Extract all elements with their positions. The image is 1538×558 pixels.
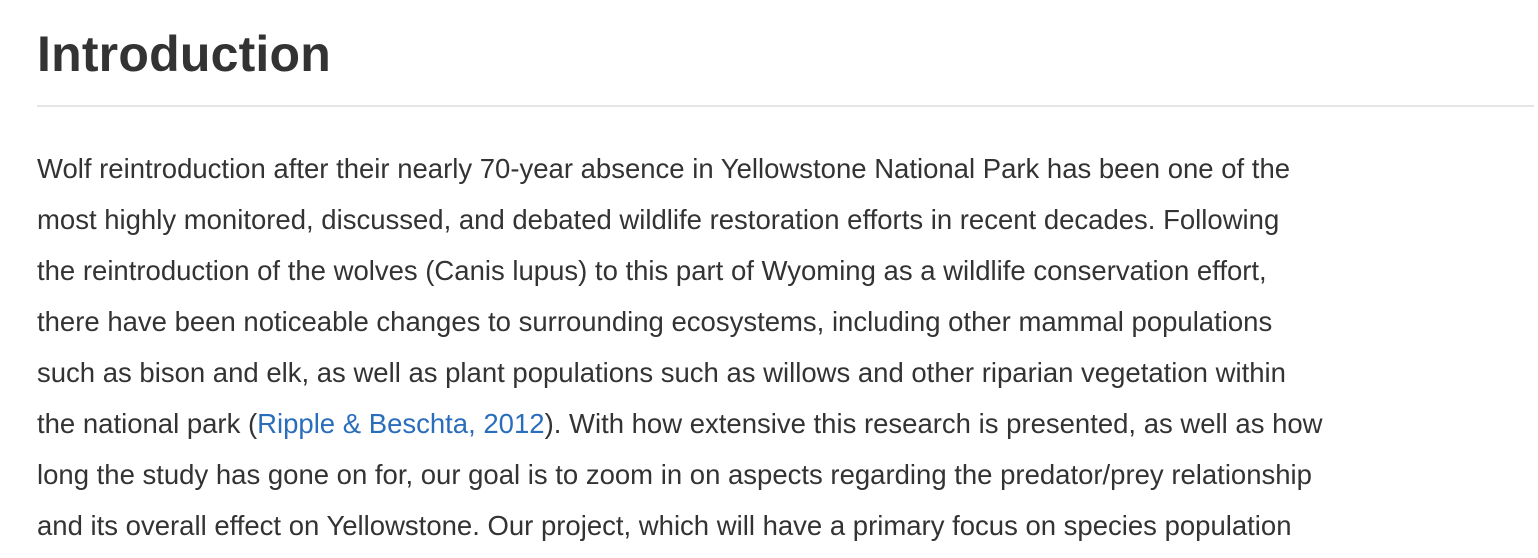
paragraph-text: ). With how extensive this research is p… [544, 408, 1323, 439]
intro-paragraph: Wolf reintroduction after their nearly 7… [37, 143, 1529, 551]
paragraph-line: such as bison and elk, as well as plant … [37, 357, 1286, 388]
citation-link[interactable]: Ripple & Beschta, 2012 [257, 408, 545, 439]
paragraph-line: and its overall effect on Yellowstone. O… [37, 510, 1292, 541]
paragraph-line-with-citation: the national park (Ripple & Beschta, 201… [37, 398, 1529, 449]
section-heading: Introduction [37, 26, 332, 82]
paragraph-line: long the study has gone on for, our goal… [37, 459, 1312, 490]
paragraph-line: the reintroduction of the wolves (Canis … [37, 255, 1267, 286]
paragraph-line: most highly monitored, discussed, and de… [37, 204, 1280, 235]
heading-divider [37, 105, 1534, 107]
document-content: Introduction Wolf reintroduction after t… [37, 0, 1534, 551]
paragraph-line: there have been noticeable changes to su… [37, 306, 1273, 337]
paragraph-text: the national park ( [37, 408, 258, 439]
paragraph-line: Wolf reintroduction after their nearly 7… [37, 153, 1291, 184]
